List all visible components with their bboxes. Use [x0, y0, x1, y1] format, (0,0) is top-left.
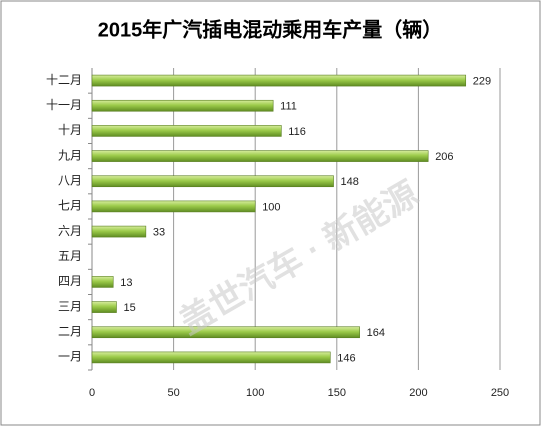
data-label: 15 — [123, 302, 135, 314]
bar — [91, 74, 467, 87]
x-tick-label: 200 — [409, 387, 427, 399]
y-tick-label: 十二月 — [46, 73, 82, 87]
chart-title: 2015年广汽插电混动乘用车产量（辆） — [98, 17, 443, 41]
data-label: 148 — [341, 176, 359, 188]
y-tick-label: 五月 — [58, 249, 82, 263]
x-tick-label: 100 — [246, 387, 264, 399]
y-tick-label: 二月 — [58, 324, 82, 338]
y-tick-label: 四月 — [58, 274, 82, 288]
y-tick-label: 一月 — [58, 350, 82, 364]
bar — [91, 175, 334, 188]
y-tick-label: 八月 — [58, 173, 82, 187]
data-label: 33 — [153, 226, 165, 238]
data-label: 111 — [280, 101, 297, 113]
data-label: 100 — [262, 201, 280, 213]
data-label: 164 — [367, 327, 385, 339]
bar — [91, 125, 282, 137]
data-label: 229 — [473, 75, 491, 87]
y-tick-label: 十一月 — [46, 98, 82, 112]
bar — [91, 326, 360, 339]
y-tick-label: 六月 — [58, 224, 82, 238]
bar — [91, 150, 429, 162]
data-label: 116 — [288, 126, 306, 138]
x-tick-label: 0 — [89, 387, 95, 399]
data-label: 206 — [435, 151, 453, 163]
bar — [91, 225, 147, 238]
data-label: 13 — [120, 277, 132, 289]
data-label: 146 — [337, 352, 355, 364]
x-tick-label: 150 — [328, 387, 346, 399]
x-tick-label: 50 — [167, 387, 179, 399]
y-tick-label: 十月 — [58, 123, 82, 137]
bar — [91, 351, 331, 364]
bar — [91, 200, 256, 213]
y-tick-label: 七月 — [58, 199, 82, 213]
y-tick-label: 三月 — [58, 299, 82, 313]
y-tick-label: 九月 — [58, 148, 82, 162]
bar — [91, 99, 274, 112]
x-tick-label: 250 — [491, 387, 509, 399]
bar — [91, 301, 117, 313]
bar — [91, 276, 114, 288]
